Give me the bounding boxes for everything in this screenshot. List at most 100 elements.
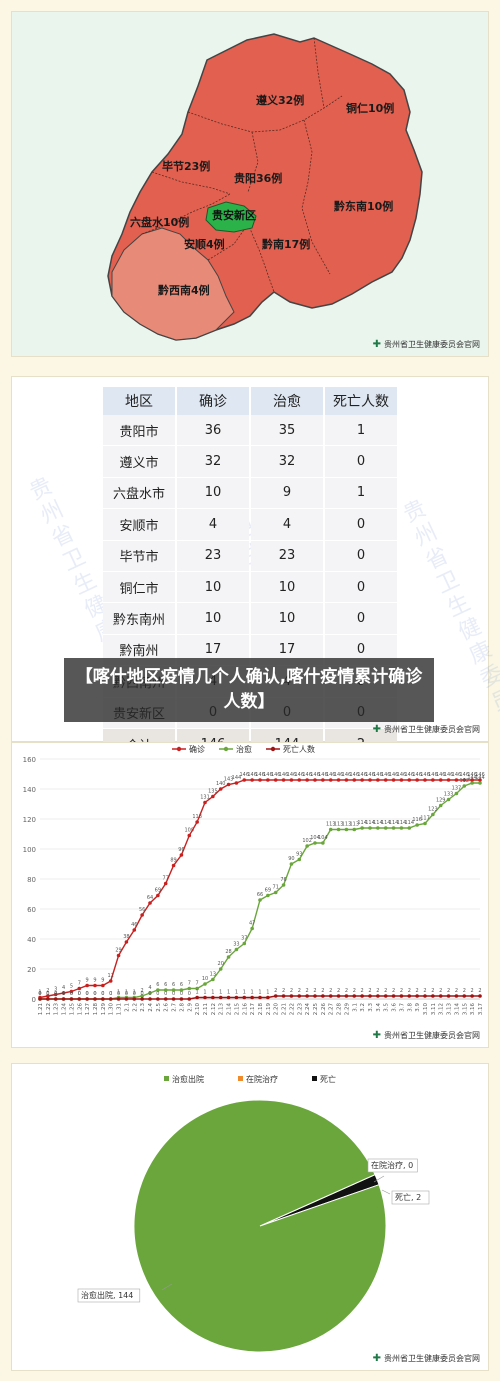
data-label: 2: [400, 988, 403, 994]
data-label: 0: [86, 991, 89, 997]
x-tick-label: 1.21: [38, 1003, 44, 1015]
data-point: [470, 781, 474, 785]
data-point: [46, 994, 50, 998]
data-label: 2: [447, 988, 450, 994]
data-point: [321, 841, 325, 845]
x-tick-label: 2.2: [132, 1003, 138, 1012]
x-tick-label: 3.6: [392, 1003, 398, 1012]
table-cell: 0: [325, 571, 397, 604]
y-tick-label: 80: [27, 876, 36, 884]
data-label: 9: [86, 978, 89, 984]
data-label: 144: [232, 775, 242, 781]
trend-chart-panel: 确诊 治愈 死亡人数 0 20 40 60 80 100 120 140 160 1.21 1.22 1.2…: [11, 742, 489, 1048]
data-point: [470, 778, 474, 782]
source-mark: ✚ 贵州省卫生健康委员会官网: [373, 339, 480, 350]
legend-marker: [223, 746, 229, 752]
data-label: 2: [274, 988, 277, 994]
data-label: 9: [101, 978, 104, 984]
data-label: 1: [125, 990, 128, 996]
x-tick-label: 3.3: [368, 1003, 374, 1012]
data-label: 0: [117, 991, 120, 997]
data-point: [407, 778, 412, 782]
x-tick-label: 2.25: [313, 1003, 319, 1016]
legend-label: 死亡人数: [283, 744, 315, 754]
data-label: 69: [155, 888, 161, 894]
data-point: [399, 994, 404, 998]
data-label: 1: [133, 990, 136, 996]
data-label: 46: [131, 922, 137, 928]
data-point: [116, 997, 121, 1001]
x-tick-label: 3.7: [399, 1003, 405, 1012]
data-point: [415, 994, 419, 998]
region-labels: 遵义32例 铜仁10例 毕节23例 贵阳36例 黔东南10例 贵安新区 六盘水1…: [130, 93, 394, 297]
data-label: 9: [93, 978, 96, 984]
table-row: 铜仁市 10 10 0: [103, 571, 397, 604]
data-label: 144: [475, 775, 485, 781]
data-label: 146: [295, 772, 305, 778]
data-label: 2: [306, 988, 309, 994]
table-header-cell: 死亡人数: [325, 387, 397, 415]
data-point: [368, 778, 372, 782]
data-label: 0: [70, 991, 73, 997]
data-point: [77, 986, 82, 991]
data-label: 4: [148, 985, 151, 991]
data-label: 2: [384, 988, 387, 994]
data-point: [108, 979, 113, 983]
x-tick-label: 1.23: [54, 1003, 60, 1016]
data-point: [250, 778, 254, 782]
data-point: [454, 791, 459, 796]
data-label: 146: [397, 772, 407, 778]
data-point: [171, 997, 176, 1001]
data-label: 146: [428, 772, 438, 778]
data-label: 140: [216, 781, 226, 787]
data-point: [211, 977, 215, 982]
x-tick-label: 2.14: [227, 1003, 233, 1016]
data-point: [163, 997, 168, 1001]
x-tick-label: 1.30: [109, 1003, 115, 1016]
table-cell: 0: [325, 446, 397, 478]
health-cross-icon: ✚: [372, 1029, 381, 1041]
y-tick-label: 0: [32, 996, 36, 1004]
data-label: 0: [125, 991, 128, 997]
data-label: 146: [436, 772, 446, 778]
health-cross-icon: ✚: [372, 723, 381, 735]
data-point: [368, 826, 372, 830]
data-point: [234, 947, 239, 952]
data-point: [376, 778, 380, 782]
table-row: 贵阳市 36 35 1: [103, 415, 397, 447]
data-label: 2: [345, 988, 348, 994]
region-qianxinan: [111, 227, 235, 341]
data-point: [478, 994, 482, 998]
data-point: [273, 994, 278, 998]
data-point: [415, 778, 419, 782]
data-point: [242, 941, 247, 946]
pie-legend: 治愈出院 在院治疗 死亡: [164, 1074, 336, 1084]
data-point: [195, 820, 199, 824]
source-mark: ✚ 贵州省卫生健康委员会官网: [373, 724, 480, 735]
table-cell: 安顺市: [103, 509, 175, 541]
x-tick-label: 2.19: [266, 1003, 272, 1016]
data-point: [399, 778, 404, 782]
data-label: 2: [368, 988, 371, 994]
data-label: 6: [156, 982, 159, 988]
slice-label-box: [77, 1288, 141, 1303]
slice-label-box: [391, 1190, 430, 1205]
data-point: [148, 991, 152, 995]
data-point: [391, 994, 396, 998]
data-point: [93, 983, 97, 988]
table-cell: 遵义市: [103, 446, 175, 478]
data-label: 146: [373, 772, 383, 778]
headline-banner: 【喀什地区疫情几个人确认,喀什疫情累计确诊人数】: [64, 658, 434, 722]
data-label: 146: [444, 772, 454, 778]
data-point: [352, 778, 357, 782]
data-label: 77: [163, 876, 169, 882]
data-point: [140, 994, 144, 998]
label-qianxinan: 黔西南4例: [158, 283, 210, 297]
data-label: 6: [164, 982, 167, 988]
table-cell: 0: [325, 509, 397, 541]
data-label: 146: [271, 772, 281, 778]
table-row: 六盘水市 10 9 1: [103, 477, 397, 510]
leader-line: [161, 1283, 173, 1291]
